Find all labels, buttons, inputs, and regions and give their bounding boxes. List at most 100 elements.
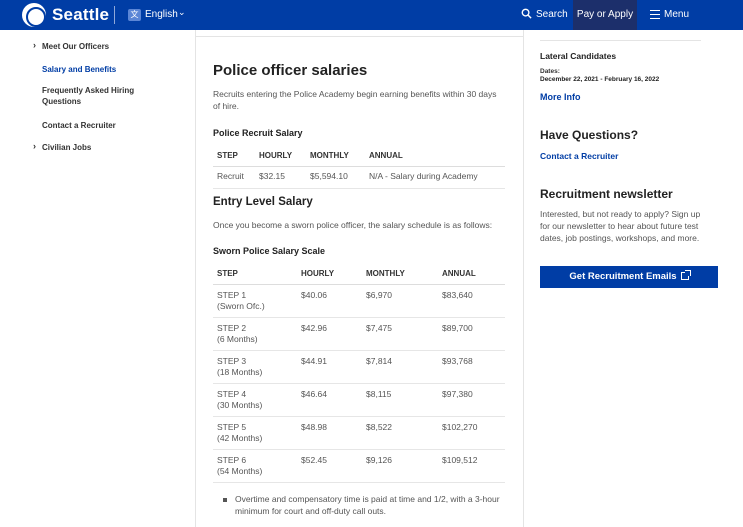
step-cell: STEP 3 (18 Months): [213, 350, 297, 384]
overtime-note: Overtime and compensatory time is paid a…: [223, 493, 503, 517]
annual-cell: $97,380: [438, 383, 505, 417]
divider: [195, 36, 524, 37]
dates-value: December 22, 2021 - February 16, 2022: [540, 76, 660, 83]
hourly-cell: $40.06: [297, 284, 362, 318]
column-header: MONTHLY: [306, 146, 365, 167]
contact-recruiter-link[interactable]: Contact a Recruiter: [540, 151, 619, 161]
step-duration: (6 Months): [217, 334, 258, 344]
sidebar-navigation: › Meet Our Officers Salary and Benefits …: [0, 30, 195, 527]
monthly-cell: $7,475: [362, 317, 438, 351]
newsletter-heading: Recruitment newsletter: [540, 187, 673, 201]
top-navigation-bar: Seattle 文 English ⌄ Search Pay or Apply …: [0, 0, 743, 30]
pay-or-apply-button[interactable]: Pay or Apply: [573, 0, 637, 30]
step-duration: (54 Months): [217, 466, 263, 476]
divider: [114, 6, 115, 24]
sidebar-item-meet-our-officers[interactable]: Meet Our Officers: [42, 42, 110, 51]
table-row: STEP 4 (30 Months) $46.64 $8,115 $97,380: [213, 383, 505, 417]
sidebar-item-civilian-jobs[interactable]: Civilian Jobs: [42, 143, 92, 152]
step-label: STEP 5: [217, 421, 247, 432]
recruit-salary-table: STEP HOURLY MONTHLY ANNUAL Recruit $32.1…: [213, 146, 505, 189]
table-row: STEP 5 (42 Months) $48.98 $8,522 $102,270: [213, 416, 505, 450]
step-label: STEP 6: [217, 454, 247, 465]
monthly-cell: $8,522: [362, 416, 438, 450]
recruit-salary-heading: Police Recruit Salary: [213, 128, 303, 138]
step-duration: (42 Months): [217, 433, 263, 443]
step-label: STEP 2: [217, 322, 247, 333]
step-cell: STEP 6 (54 Months): [213, 449, 297, 483]
hourly-cell: $44.91: [297, 350, 362, 384]
column-header: HOURLY: [255, 146, 306, 167]
table-cell: N/A - Salary during Academy: [365, 166, 505, 189]
table-header-row: STEP HOURLY MONTHLY ANNUAL: [213, 263, 505, 285]
table-row: Recruit $32.15 $5,594.10 N/A - Salary du…: [213, 166, 505, 189]
cta-label: Get Recruitment Emails: [569, 271, 677, 282]
table-row: STEP 1 (Sworn Ofc.) $40.06 $6,970 $83,640: [213, 284, 505, 318]
hourly-cell: $52.45: [297, 449, 362, 483]
step-duration: (Sworn Ofc.): [217, 301, 265, 311]
have-questions-heading: Have Questions?: [540, 128, 639, 142]
chevron-right-icon[interactable]: ›: [33, 40, 36, 50]
brand-name[interactable]: Seattle: [52, 5, 110, 24]
monthly-cell: $8,115: [362, 383, 438, 417]
hourly-cell: $42.96: [297, 317, 362, 351]
step-cell: STEP 1 (Sworn Ofc.): [213, 284, 297, 318]
get-recruitment-emails-button[interactable]: Get Recruitment Emails: [540, 266, 718, 288]
newsletter-text: Interested, but not ready to apply? Sign…: [540, 209, 701, 243]
monthly-cell: $7,814: [362, 350, 438, 384]
column-header: MONTHLY: [362, 263, 438, 285]
sidebar-item-contact-recruiter[interactable]: Contact a Recruiter: [42, 121, 116, 130]
column-header: ANNUAL: [438, 263, 505, 285]
page-title: Police officer salaries: [213, 62, 368, 79]
step-label: STEP 3: [217, 355, 247, 366]
hourly-cell: $48.98: [297, 416, 362, 450]
column-header: HOURLY: [297, 263, 362, 285]
step-duration: (18 Months): [217, 367, 263, 377]
sidebar-item-faq[interactable]: Frequently Asked Hiring Questions: [42, 86, 135, 106]
external-link-icon: [680, 270, 691, 280]
column-header: STEP: [213, 263, 297, 285]
search-icon[interactable]: [521, 8, 532, 19]
step-cell: STEP 2 (6 Months): [213, 317, 297, 351]
step-duration: (30 Months): [217, 400, 263, 410]
step-label: STEP 4: [217, 388, 247, 399]
entry-level-text: Once you become a sworn police officer, …: [213, 220, 493, 230]
annual-cell: $109,512: [438, 449, 505, 483]
translate-icon[interactable]: 文: [128, 9, 141, 21]
divider: [523, 30, 524, 527]
sworn-salary-heading: Sworn Police Salary Scale: [213, 246, 326, 256]
step-label: STEP 1: [217, 289, 247, 300]
hamburger-menu-icon[interactable]: [650, 10, 660, 19]
table-cell: $32.15: [255, 166, 306, 189]
intro-text: Recruits entering the Police Academy beg…: [213, 89, 497, 111]
chevron-right-icon[interactable]: ›: [33, 141, 36, 151]
entry-level-heading: Entry Level Salary: [213, 196, 313, 208]
hourly-cell: $46.64: [297, 383, 362, 417]
table-cell: $5,594.10: [306, 166, 365, 189]
table-header-row: STEP HOURLY MONTHLY ANNUAL: [213, 146, 505, 167]
annual-cell: $89,700: [438, 317, 505, 351]
step-cell: STEP 5 (42 Months): [213, 416, 297, 450]
sidebar-item-salary-and-benefits[interactable]: Salary and Benefits: [42, 65, 117, 74]
language-selector[interactable]: English: [145, 9, 178, 20]
table-row: STEP 6 (54 Months) $52.45 $9,126 $109,512: [213, 449, 505, 483]
sworn-salary-table: STEP HOURLY MONTHLY ANNUAL STEP 1 (Sworn …: [213, 263, 505, 483]
annual-cell: $83,640: [438, 284, 505, 318]
table-row: STEP 2 (6 Months) $42.96 $7,475 $89,700: [213, 317, 505, 351]
annual-cell: $102,270: [438, 416, 505, 450]
column-header: ANNUAL: [365, 146, 505, 167]
monthly-cell: $9,126: [362, 449, 438, 483]
table-row: STEP 3 (18 Months) $44.91 $7,814 $93,768: [213, 350, 505, 384]
step-cell: STEP 4 (30 Months): [213, 383, 297, 417]
search-button[interactable]: Search: [536, 9, 568, 20]
column-header: STEP: [213, 146, 255, 167]
monthly-cell: $6,970: [362, 284, 438, 318]
divider: [540, 40, 701, 41]
lateral-candidates-title: Lateral Candidates: [540, 51, 617, 61]
menu-button[interactable]: Menu: [664, 9, 690, 20]
dates-label: Dates:: [540, 68, 560, 75]
chevron-down-icon[interactable]: ⌄: [178, 7, 186, 17]
annual-cell: $93,768: [438, 350, 505, 384]
more-info-link[interactable]: More Info: [540, 92, 581, 102]
seattle-logo-icon[interactable]: [22, 3, 46, 27]
divider: [195, 30, 196, 527]
